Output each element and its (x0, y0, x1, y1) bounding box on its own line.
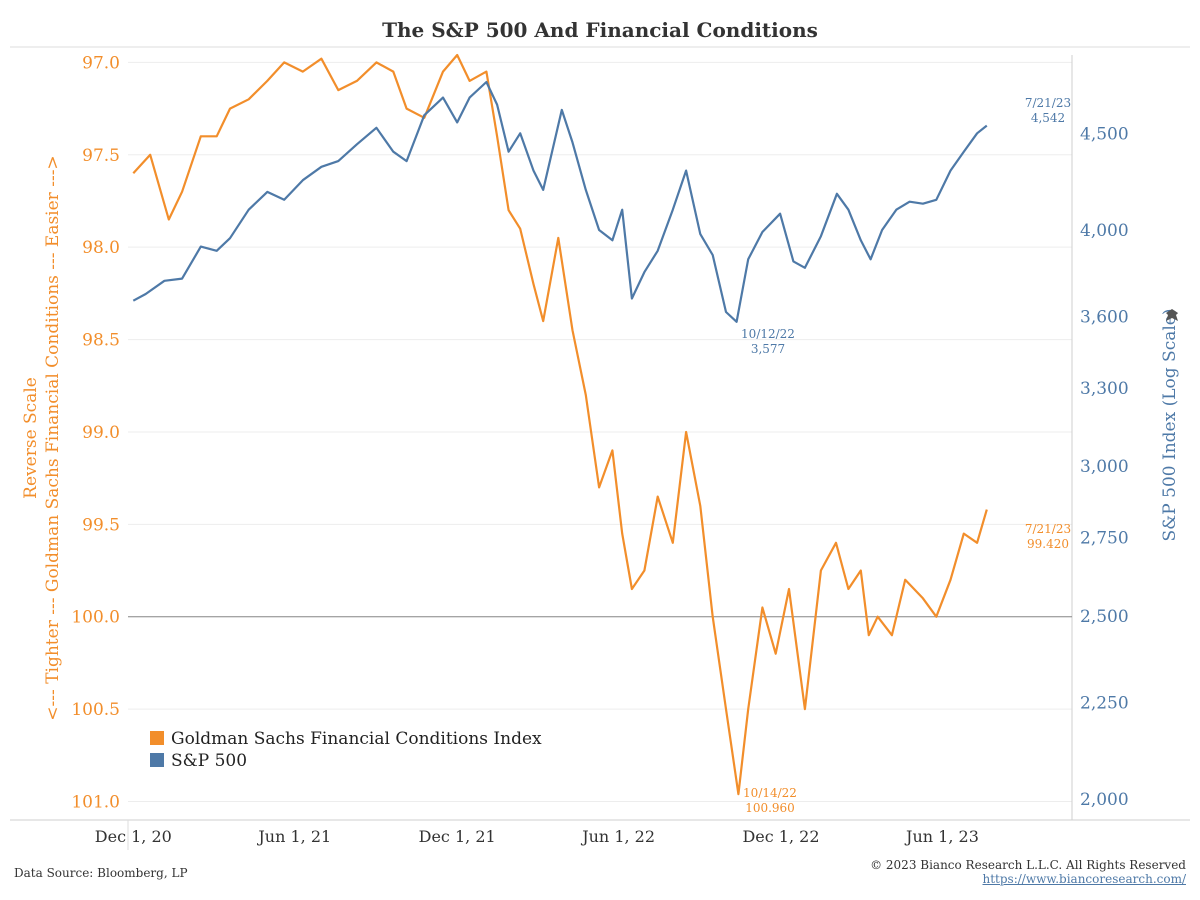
right-tick-label: 3,600 (1080, 308, 1129, 328)
footer-right: © 2023 Bianco Research L.L.C. All Rights… (870, 858, 1186, 886)
grid (128, 61, 1072, 803)
annotation-label: 10/14/22 100.960 (743, 786, 797, 815)
right-tick-label: 4,000 (1080, 221, 1129, 241)
annotation-line: 7/21/23 (1025, 522, 1071, 536)
annotation-label: 10/12/22 3,577 (741, 327, 795, 356)
annotation-line: 10/12/22 (741, 327, 795, 341)
right-tick-label: 2,500 (1080, 607, 1129, 627)
annotation-line: 100.960 (745, 801, 795, 815)
left-tick-label: 97.0 (82, 53, 120, 73)
pin-icon (1166, 309, 1178, 321)
legend-label: S&P 500 (171, 751, 247, 771)
right-tick-label: 3,000 (1080, 457, 1129, 477)
annotation-label: 7/21/23 4,542 (1025, 96, 1071, 125)
right-tick-label: 2,000 (1080, 790, 1129, 810)
left-tick-label: 97.5 (82, 146, 120, 166)
right-tick-label: 2,750 (1080, 529, 1129, 549)
annotation-line: 10/14/22 (743, 786, 797, 800)
left-axis-title: <--- Tighter --- Goldman Sachs Financial… (43, 155, 63, 720)
x-tick-label: Dec 1, 20 (95, 827, 172, 846)
left-tick-label: 98.5 (82, 331, 120, 351)
right-tick-label: 3,300 (1080, 379, 1129, 399)
ticks: 97.0 97.5 98.0 98.5 99.0 99.5 100.0 100.5 101.0 2… (71, 53, 1128, 846)
annotation-line: 7/21/23 (1025, 96, 1071, 110)
left-tick-label: 98.0 (82, 238, 120, 258)
legend-swatch (150, 753, 164, 767)
series-line-sp500 (132, 80, 988, 323)
legend: Goldman Sachs Financial Conditions Index… (150, 729, 542, 771)
x-tick-label: Jun 1, 23 (904, 827, 979, 846)
x-tick-label: Dec 1, 21 (419, 827, 496, 846)
website-link[interactable]: https://www.biancoresearch.com/ (982, 872, 1186, 886)
x-tick-label: Dec 1, 22 (742, 827, 819, 846)
left-tick-label: 101.0 (71, 793, 120, 813)
left-tick-label: 100.0 (71, 608, 120, 628)
series-layer (132, 53, 988, 796)
left-tick-label: 99.0 (82, 423, 120, 443)
data-source: Data Source: Bloomberg, LP (14, 866, 188, 880)
right-axis-title: S&P 500 Index (Log Scale) (1160, 309, 1180, 542)
x-tick-label: Jun 1, 22 (580, 827, 655, 846)
left-tick-label: 99.5 (82, 515, 120, 535)
annotation-line: 4,542 (1031, 111, 1065, 125)
annotation-label: 7/21/23 99.420 (1025, 522, 1071, 551)
copyright: © 2023 Bianco Research L.L.C. All Rights… (870, 858, 1186, 872)
axes: <--- Tighter --- Goldman Sachs Financial… (10, 55, 1190, 850)
right-tick-label: 4,500 (1080, 124, 1129, 144)
legend-swatch (150, 731, 164, 745)
legend-label: Goldman Sachs Financial Conditions Index (171, 729, 542, 749)
annotation-line: 3,577 (751, 342, 785, 356)
chart-title: The S&P 500 And Financial Conditions (382, 18, 818, 42)
right-tick-label: 2,250 (1080, 693, 1129, 713)
left-axis-subtitle: Reverse Scale (21, 377, 41, 499)
annotation-line: 99.420 (1027, 537, 1069, 551)
x-tick-label: Jun 1, 21 (256, 827, 331, 846)
series-line-gsfci (132, 53, 988, 796)
left-tick-label: 100.5 (71, 700, 120, 720)
